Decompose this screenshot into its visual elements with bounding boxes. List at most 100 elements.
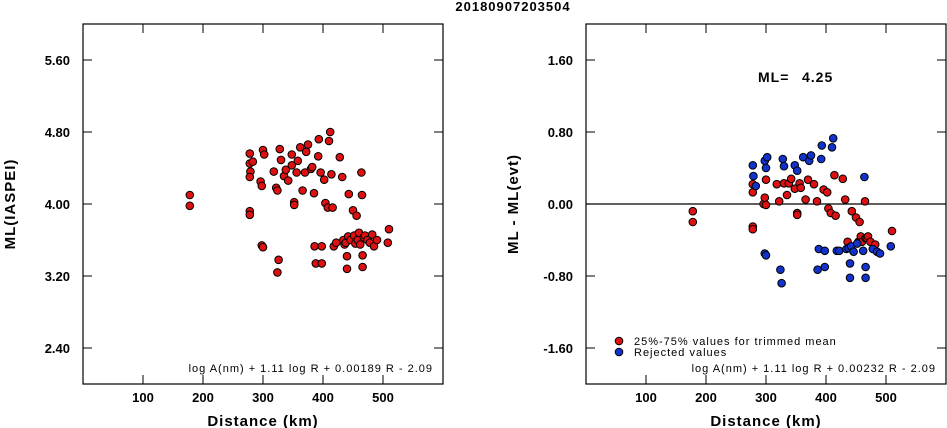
data-point xyxy=(303,140,313,149)
data-point xyxy=(358,262,367,272)
data-point xyxy=(761,200,771,210)
data-point xyxy=(855,217,864,227)
data-point xyxy=(281,165,291,175)
legend-label: 25%-75% values for trimmed mean xyxy=(634,336,837,348)
data-point xyxy=(293,156,303,166)
ml-value: 4.25 xyxy=(802,69,833,85)
data-point xyxy=(248,157,258,166)
data-point xyxy=(357,190,367,200)
data-point xyxy=(796,183,806,193)
data-point xyxy=(331,238,341,247)
data-point xyxy=(307,162,317,172)
data-point xyxy=(762,152,772,162)
data-point xyxy=(355,240,365,249)
y-tick-label: 2.40 xyxy=(45,341,70,356)
x-axis-label: Distance (km) xyxy=(207,413,318,428)
data-point xyxy=(820,246,830,256)
data-point xyxy=(812,197,822,206)
data-point xyxy=(273,186,282,195)
legend-label: Rejected values xyxy=(634,347,727,359)
data-point xyxy=(809,179,819,189)
data-point xyxy=(860,172,869,182)
legend-marker xyxy=(614,336,624,346)
data-point xyxy=(276,155,286,165)
data-point xyxy=(317,242,327,251)
data-point xyxy=(827,143,837,152)
data-point xyxy=(325,127,335,137)
data-point xyxy=(275,144,285,154)
x-tick-label: 400 xyxy=(815,390,837,405)
data-point xyxy=(792,166,802,175)
data-point xyxy=(185,190,195,200)
data-point xyxy=(845,273,855,283)
data-point xyxy=(776,265,785,275)
data-point xyxy=(861,262,870,272)
y-tick-label: 0.00 xyxy=(548,197,573,212)
data-point xyxy=(324,136,334,146)
data-point xyxy=(287,161,297,170)
data-point xyxy=(834,246,844,256)
data-point xyxy=(292,168,301,177)
data-point xyxy=(813,265,822,275)
x-tick-label: 200 xyxy=(192,390,214,405)
data-point xyxy=(748,224,758,234)
data-point xyxy=(749,171,758,181)
data-point xyxy=(342,264,352,274)
x-tick-label: 500 xyxy=(372,390,394,405)
data-point xyxy=(310,242,319,251)
data-point xyxy=(751,181,761,191)
data-point xyxy=(372,235,382,245)
data-point xyxy=(828,134,838,143)
data-point xyxy=(822,188,832,197)
data-point xyxy=(849,247,858,256)
data-point xyxy=(342,251,352,261)
left-chart-ml-iaspei: 100 200 300 400 500 2.40 3.20 4.00 4.80 5.60 Dista… xyxy=(2,23,444,428)
y-tick-label: 4.00 xyxy=(45,197,70,212)
right-chart-ml-residual: 100 200 300 400 500 -1.60 -0.80 0.00 0.80 1.60 Dis… xyxy=(505,23,947,428)
data-point xyxy=(273,268,282,277)
ml-label: ML= xyxy=(758,69,789,85)
data-point xyxy=(779,161,789,171)
data-point xyxy=(858,246,868,256)
y-tick-label: 1.60 xyxy=(548,53,573,68)
data-point xyxy=(245,149,255,158)
data-point xyxy=(831,211,840,220)
data-point xyxy=(782,190,792,200)
data-point xyxy=(287,150,297,159)
data-point xyxy=(383,238,393,247)
data-point xyxy=(317,259,327,268)
data-point xyxy=(257,181,267,191)
x-axis-label: Distance (km) xyxy=(710,413,821,428)
data-point xyxy=(335,152,345,162)
x-tick-label: 400 xyxy=(312,390,334,405)
data-point xyxy=(283,176,293,185)
data-point xyxy=(760,193,770,202)
data-point xyxy=(384,224,394,234)
data-point xyxy=(830,170,839,180)
data-point xyxy=(772,179,782,189)
data-point xyxy=(313,152,323,161)
data-point xyxy=(777,278,786,288)
data-point xyxy=(806,151,816,160)
data-point xyxy=(847,206,857,216)
data-point xyxy=(327,170,336,179)
data-point xyxy=(840,195,850,204)
data-point xyxy=(316,168,325,177)
y-tick-label: -1.60 xyxy=(543,341,573,356)
data-point xyxy=(309,188,319,198)
data-point xyxy=(344,189,354,199)
data-point xyxy=(860,197,870,206)
data-point xyxy=(259,150,269,159)
data-point xyxy=(838,174,848,184)
data-point xyxy=(792,210,802,220)
data-point xyxy=(761,175,771,184)
data-point xyxy=(887,226,897,236)
data-point xyxy=(298,186,307,195)
y-tick-label: -0.80 xyxy=(543,269,573,284)
y-tick-label: 0.80 xyxy=(548,125,573,140)
data-point xyxy=(314,134,324,144)
x-tick-label: 100 xyxy=(635,390,657,405)
data-point xyxy=(875,249,885,258)
data-point xyxy=(245,172,255,182)
